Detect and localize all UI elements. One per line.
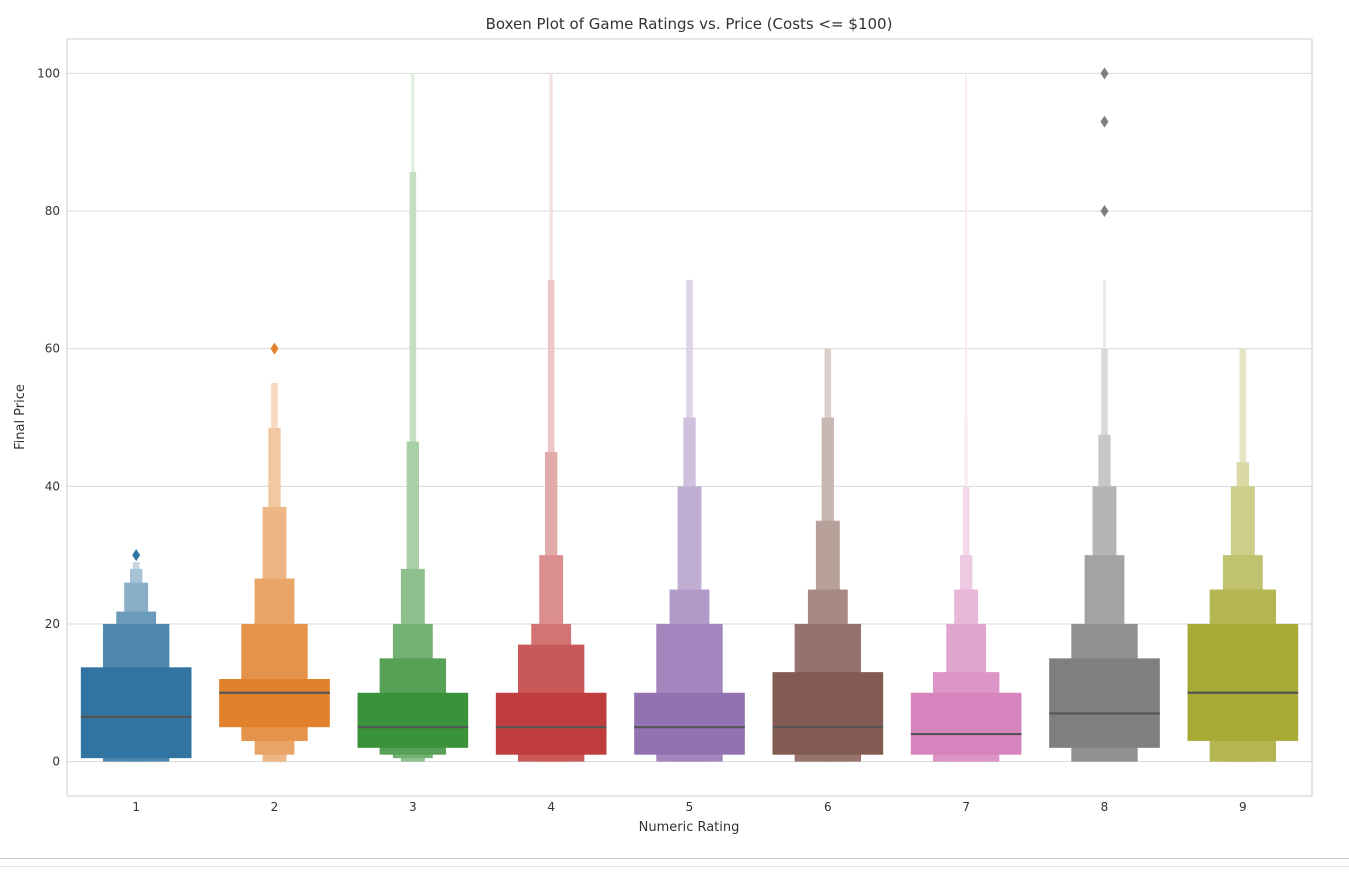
y-tick-label: 80 <box>45 204 60 218</box>
boxen-group-rating-3 <box>357 73 469 762</box>
x-tick-label: 9 <box>1239 800 1247 814</box>
y-tick-label: 100 <box>37 66 60 80</box>
x-tick-label: 1 <box>132 800 140 814</box>
notebook-divider <box>0 858 1349 859</box>
x-axis-label: Numeric Rating <box>639 820 740 835</box>
boxen-series <box>80 67 1299 762</box>
y-tick-label: 60 <box>45 342 60 356</box>
boxen-group-rating-2 <box>219 342 330 762</box>
boxen-level-1 <box>80 667 192 759</box>
boxen-level-1 <box>772 672 884 755</box>
boxen-level-1 <box>1049 658 1160 748</box>
x-tick-label: 3 <box>409 800 417 814</box>
boxen-group-rating-7 <box>910 73 1022 762</box>
y-axis-label: Final Price <box>13 384 28 450</box>
boxen-level-1 <box>910 692 1022 755</box>
x-tick-label: 8 <box>1101 800 1109 814</box>
y-tick-label: 0 <box>52 755 60 769</box>
chart-title: Boxen Plot of Game Ratings vs. Price (Co… <box>486 15 893 33</box>
x-tick-label: 4 <box>547 800 555 814</box>
boxen-group-rating-5 <box>634 279 745 762</box>
y-tick-labels: 0 20 40 60 80 100 <box>37 66 60 768</box>
y-tick-label: 40 <box>45 479 60 493</box>
y-tick-label: 20 <box>45 617 60 631</box>
boxen-level-1 <box>495 692 607 755</box>
boxen-group-rating-8 <box>1049 67 1160 762</box>
x-tick-label: 6 <box>824 800 832 814</box>
boxen-level-1 <box>634 692 745 755</box>
boxen-level-1 <box>219 679 330 728</box>
boxen-group-rating-6 <box>772 348 884 762</box>
outlier-marker <box>1100 205 1109 218</box>
outlier-marker <box>132 549 141 562</box>
boxen-level-1 <box>1187 623 1299 741</box>
boxen-group-rating-1 <box>80 549 192 762</box>
x-tick-label: 7 <box>962 800 970 814</box>
x-tick-label: 5 <box>686 800 694 814</box>
outlier-marker <box>1100 67 1109 80</box>
notebook-divider-secondary <box>0 866 1349 867</box>
boxen-level-1 <box>357 692 469 748</box>
outlier-marker <box>270 342 279 355</box>
x-tick-label: 2 <box>271 800 279 814</box>
boxen-group-rating-9 <box>1187 348 1299 762</box>
boxen-group-rating-4 <box>495 73 607 762</box>
outlier-marker <box>1100 115 1109 128</box>
x-tick-labels: 1 2 3 4 5 6 7 8 9 <box>132 800 1246 814</box>
